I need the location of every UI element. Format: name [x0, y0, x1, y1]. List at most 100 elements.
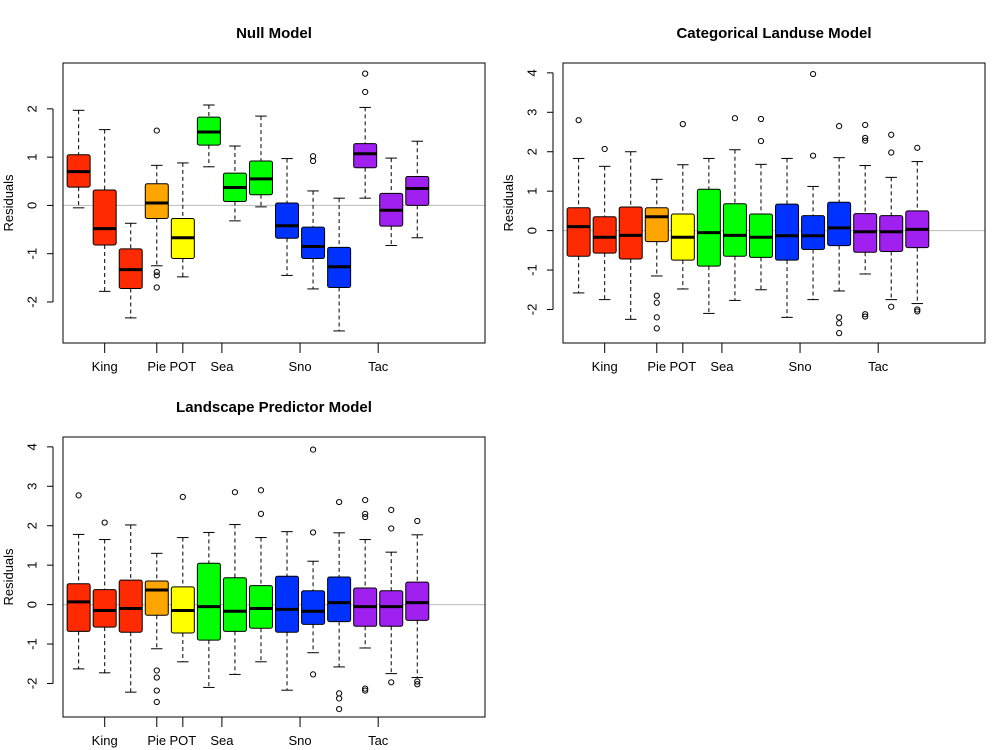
outlier-point — [75, 492, 82, 499]
x-tick-label: Pie — [147, 359, 166, 374]
outlier-point — [414, 517, 421, 525]
outlier-point — [862, 134, 869, 142]
outlier-point — [757, 115, 765, 123]
outlier-point — [153, 268, 160, 276]
iqr-box — [405, 175, 430, 206]
plot-frame — [62, 62, 486, 344]
box-pot — [670, 121, 695, 290]
iqr-box — [879, 215, 904, 253]
y-axis-label: Residuals — [501, 174, 516, 232]
outlier-point — [888, 131, 895, 138]
outlier-point — [679, 121, 686, 128]
outlier-point — [179, 493, 186, 501]
y-tick-label: 2 — [24, 522, 39, 529]
box-sno — [801, 70, 826, 301]
iqr-box — [196, 562, 221, 641]
x-tick-label: POT — [669, 359, 696, 374]
iqr-box — [66, 583, 91, 632]
x-tick-label: Pie — [647, 359, 666, 374]
box-king — [592, 145, 617, 301]
outlier-point — [575, 117, 582, 124]
x-tick-label: Tac — [368, 359, 389, 374]
outlier-point — [362, 510, 369, 518]
outlier-point — [414, 678, 421, 685]
iqr-box — [775, 203, 800, 261]
panel-categorical-landuse-model: Categorical Landuse Model Residuals -2 -1… — [501, 25, 986, 374]
outlier-point — [809, 152, 817, 159]
outlier-point — [362, 685, 369, 692]
box-tac — [353, 70, 378, 199]
box-king — [66, 492, 91, 670]
iqr-box — [827, 201, 852, 247]
box-sno — [327, 197, 352, 332]
y-tick-label: 1 — [24, 562, 39, 569]
box-tac — [853, 121, 878, 320]
box-sea — [696, 157, 721, 314]
y-tick-label: 2 — [24, 105, 39, 112]
outlier-point — [836, 314, 843, 321]
outlier-point — [362, 496, 369, 504]
outlier-point — [914, 144, 921, 151]
iqr-box — [327, 576, 352, 623]
box-pie — [144, 127, 169, 291]
y-axis-label: Residuals — [1, 174, 16, 232]
outlier-point — [862, 311, 869, 318]
iqr-box — [644, 207, 669, 243]
iqr-box — [275, 202, 300, 239]
outlier-point — [309, 529, 317, 536]
outlier-point — [388, 525, 395, 532]
outlier-point — [862, 121, 869, 129]
y-tick-label: 1 — [24, 154, 39, 161]
y-tick-label: -1 — [524, 264, 539, 276]
x-tick-label: POT — [169, 359, 196, 374]
panel-null-model: Null Model Residuals -2 -1 0 1 2 King Pie POT Se… — [1, 25, 486, 374]
x-tick-label: Sno — [288, 733, 311, 748]
iqr-box — [696, 188, 721, 267]
outlier-point — [153, 667, 160, 674]
outlier-point — [836, 330, 843, 337]
x-tick-label: Sno — [788, 359, 811, 374]
box-sno — [775, 157, 800, 318]
outlier-point — [257, 510, 265, 518]
box-sno — [301, 446, 326, 678]
outlier-point — [153, 284, 160, 291]
box-pot — [170, 493, 195, 663]
outlier-point — [101, 519, 108, 526]
outlier-point — [362, 70, 369, 77]
chart-title: Landscape Predictor Model — [176, 399, 372, 416]
iqr-box — [275, 575, 300, 633]
iqr-box — [801, 215, 826, 251]
outlier-point — [336, 498, 343, 506]
y-tick-label: 3 — [524, 109, 539, 116]
outlier-point — [653, 325, 660, 332]
outlier-point — [388, 506, 395, 514]
outlier-point — [231, 489, 239, 496]
iqr-box — [722, 203, 747, 257]
box-pot — [170, 162, 195, 278]
outlier-point — [153, 698, 160, 706]
box-king — [92, 519, 117, 674]
y-tick-label: 2 — [524, 148, 539, 155]
box-sno — [301, 153, 326, 290]
y-tick-label: 4 — [24, 443, 39, 450]
y-tick-label: 4 — [524, 69, 539, 76]
y-tick-label: -2 — [524, 304, 539, 316]
x-tick-label: Tac — [368, 733, 389, 748]
iqr-box — [118, 579, 143, 633]
outlier-point — [731, 115, 739, 122]
outlier-point — [309, 446, 317, 453]
box-pie — [644, 178, 669, 332]
x-tick-label: King — [592, 359, 618, 374]
x-tick-label: POT — [169, 733, 196, 748]
panel-landscape-predictor-model: Landscape Predictor Model Residuals -2 -1… — [1, 399, 486, 748]
box-sno — [275, 158, 300, 276]
outlier-point — [836, 122, 843, 130]
box-sea — [222, 489, 247, 675]
outlier-point — [388, 679, 395, 686]
iqr-box — [566, 207, 591, 257]
outlier-point — [336, 695, 343, 702]
x-tick-label: Sea — [210, 359, 234, 374]
outlier-point — [914, 306, 921, 313]
iqr-box — [248, 585, 273, 629]
